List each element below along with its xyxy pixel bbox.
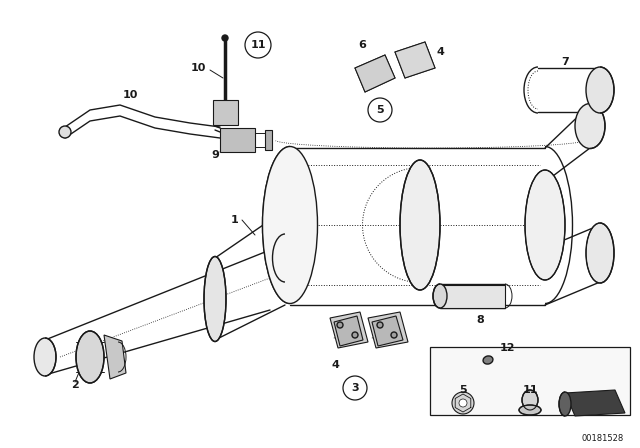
Ellipse shape: [522, 390, 538, 410]
Ellipse shape: [400, 160, 440, 290]
Polygon shape: [220, 128, 255, 152]
Text: 1: 1: [231, 215, 239, 225]
Polygon shape: [265, 130, 272, 150]
Ellipse shape: [337, 322, 343, 328]
Text: 9: 9: [211, 150, 219, 160]
Ellipse shape: [391, 332, 397, 338]
Circle shape: [368, 98, 392, 122]
Polygon shape: [372, 316, 403, 346]
Text: 10: 10: [122, 90, 138, 100]
Ellipse shape: [586, 67, 614, 113]
Polygon shape: [395, 42, 435, 78]
Text: 5: 5: [459, 385, 467, 395]
Text: 10: 10: [190, 63, 205, 73]
Text: 4: 4: [331, 360, 339, 370]
Ellipse shape: [34, 338, 56, 376]
Text: 2: 2: [71, 380, 79, 390]
Ellipse shape: [204, 257, 226, 341]
Ellipse shape: [525, 170, 565, 280]
Text: 6: 6: [358, 40, 366, 50]
Ellipse shape: [222, 35, 228, 41]
Ellipse shape: [575, 103, 605, 148]
Polygon shape: [330, 312, 368, 348]
Text: 4: 4: [436, 47, 444, 57]
Ellipse shape: [559, 392, 571, 416]
Ellipse shape: [433, 284, 447, 308]
Ellipse shape: [452, 392, 474, 414]
Ellipse shape: [519, 405, 541, 415]
Polygon shape: [334, 316, 363, 346]
Polygon shape: [213, 100, 238, 125]
Ellipse shape: [352, 332, 358, 338]
Ellipse shape: [483, 356, 493, 364]
Polygon shape: [355, 55, 395, 92]
Ellipse shape: [262, 146, 317, 303]
Text: 3: 3: [351, 383, 359, 393]
Ellipse shape: [459, 399, 467, 407]
Text: 00181528: 00181528: [582, 434, 624, 443]
Ellipse shape: [586, 223, 614, 283]
Text: 5: 5: [376, 105, 384, 115]
Ellipse shape: [377, 322, 383, 328]
Ellipse shape: [59, 126, 71, 138]
FancyBboxPatch shape: [430, 347, 630, 415]
Polygon shape: [440, 285, 505, 308]
Text: 12: 12: [499, 343, 515, 353]
Circle shape: [343, 376, 367, 400]
Ellipse shape: [76, 331, 104, 383]
Text: 11: 11: [522, 385, 538, 395]
Text: 11: 11: [250, 40, 266, 50]
Text: 8: 8: [476, 315, 484, 325]
Polygon shape: [565, 390, 625, 416]
Polygon shape: [368, 312, 408, 348]
Circle shape: [245, 32, 271, 58]
Text: 7: 7: [561, 57, 569, 67]
Polygon shape: [104, 335, 126, 379]
